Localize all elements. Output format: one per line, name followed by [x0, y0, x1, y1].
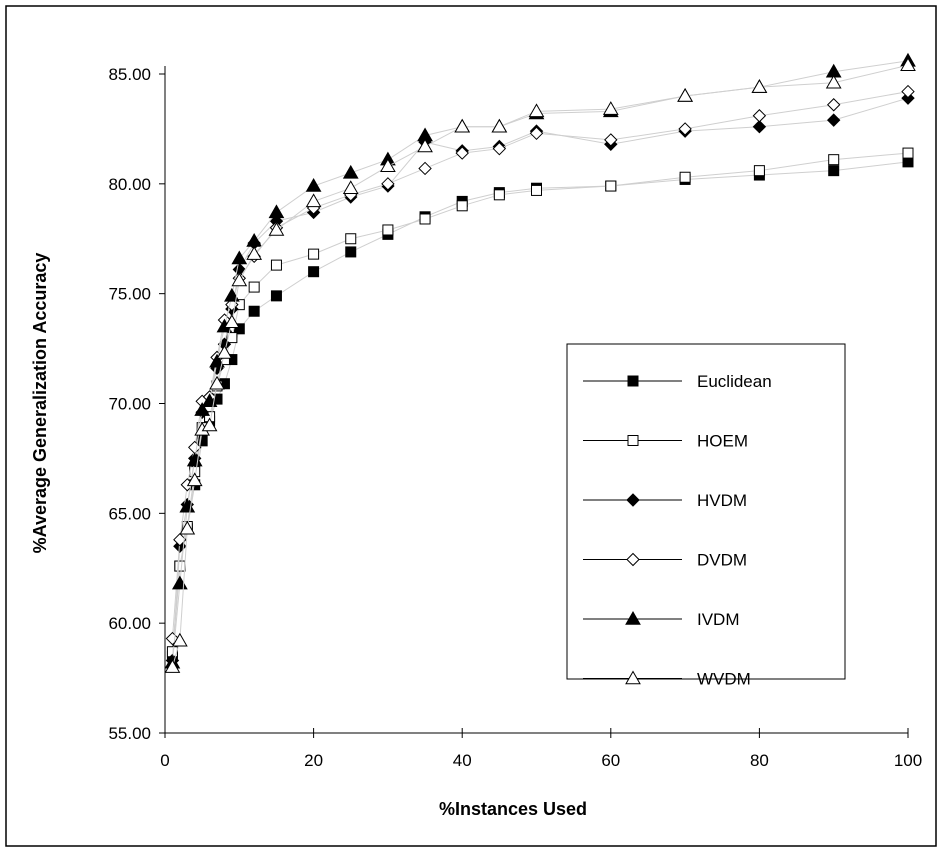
legend: Euclidean HOEM HVDM DVDM IVDM WVDM: [567, 344, 845, 689]
data-point: [309, 249, 319, 259]
data-point: [249, 306, 259, 316]
data-point: [346, 234, 356, 244]
x-tick-label: 20: [304, 751, 323, 770]
data-point: [532, 185, 542, 195]
data-point: [309, 267, 319, 277]
data-point: [271, 260, 281, 270]
y-tick-label: 65.00: [108, 504, 151, 523]
legend-swatch-marker: [628, 376, 638, 386]
x-tick-label: 100: [894, 751, 922, 770]
data-point: [754, 166, 764, 176]
legend-label: HVDM: [697, 491, 747, 510]
x-tick-label: 0: [160, 751, 169, 770]
legend-label: Euclidean: [697, 372, 772, 391]
legend-label: DVDM: [697, 551, 747, 570]
x-tick-label: 60: [601, 751, 620, 770]
y-tick-label: 75.00: [108, 285, 151, 304]
y-tick-label: 60.00: [108, 614, 151, 633]
y-axis-title: %Average Generalization Accuracy: [30, 253, 50, 554]
y-tick-label: 55.00: [108, 724, 151, 743]
data-point: [457, 201, 467, 211]
data-point: [494, 190, 504, 200]
data-point: [271, 291, 281, 301]
y-tick-label: 80.00: [108, 175, 151, 194]
data-point: [903, 148, 913, 158]
legend-label: HOEM: [697, 432, 748, 451]
data-point: [383, 225, 393, 235]
y-tick-label: 70.00: [108, 395, 151, 414]
data-point: [606, 181, 616, 191]
data-point: [249, 282, 259, 292]
legend-swatch-marker: [628, 436, 638, 446]
legend-label: IVDM: [697, 610, 740, 629]
data-point: [175, 561, 185, 571]
y-tick-label: 85.00: [108, 65, 151, 84]
x-axis-title: %Instances Used: [439, 799, 587, 819]
x-tick-label: 80: [750, 751, 769, 770]
data-point: [346, 247, 356, 257]
data-point: [420, 214, 430, 224]
data-point: [680, 172, 690, 182]
data-point: [197, 436, 207, 446]
x-tick-label: 40: [453, 751, 472, 770]
data-point: [829, 155, 839, 165]
legend-label: WVDM: [697, 670, 751, 689]
data-point: [829, 166, 839, 176]
